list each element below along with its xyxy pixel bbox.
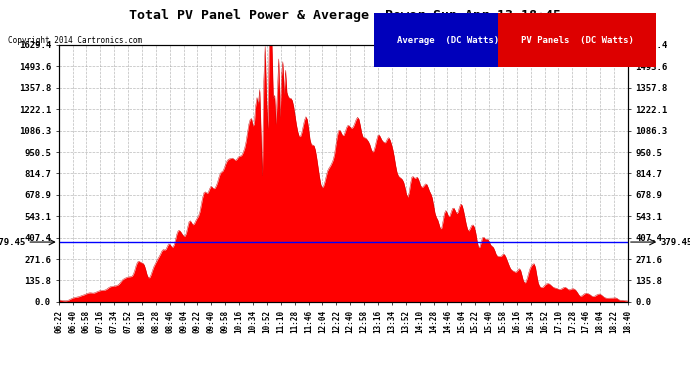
Text: PV Panels  (DC Watts): PV Panels (DC Watts) <box>521 36 634 45</box>
Text: 379.45: 379.45 <box>661 237 690 246</box>
Text: Total PV Panel Power & Average  Power Sun Apr 13 18:45: Total PV Panel Power & Average Power Sun… <box>129 9 561 22</box>
Text: Average  (DC Watts): Average (DC Watts) <box>397 36 499 45</box>
Text: Copyright 2014 Cartronics.com: Copyright 2014 Cartronics.com <box>8 36 142 45</box>
Text: 379.45: 379.45 <box>0 237 26 246</box>
